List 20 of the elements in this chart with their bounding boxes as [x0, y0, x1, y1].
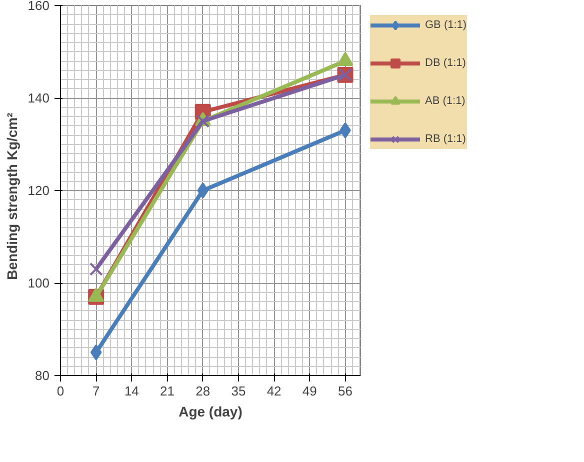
legend-label: AB (1:1): [425, 95, 466, 107]
y-tick-label: 100: [28, 276, 50, 290]
x-tick-label: 14: [124, 384, 139, 398]
x-tick-label: 7: [92, 384, 100, 398]
y-tick-label: 140: [28, 90, 50, 106]
y-tick-label: 160: [28, 0, 50, 13]
x-tick-label: 28: [196, 384, 210, 398]
y-tick-label: 80: [35, 368, 50, 383]
legend-label: RB (1:1): [425, 133, 466, 145]
y-tick-label: 120: [28, 183, 50, 198]
x-tick-label: 35: [231, 384, 246, 398]
x-tick-label: 0: [56, 384, 64, 398]
legend-label: DB (1:1): [425, 57, 466, 69]
x-tick-label: 56: [338, 384, 352, 398]
y-axis-title: Bending strength Kg/cm²: [4, 112, 20, 280]
x-axis-title: Age (day): [178, 404, 242, 420]
x-tick-label: 49: [302, 384, 317, 398]
x-tick-label: 21: [160, 384, 175, 398]
legend-label: GB (1:1): [425, 19, 467, 31]
x-tick-label: 42: [266, 384, 282, 398]
